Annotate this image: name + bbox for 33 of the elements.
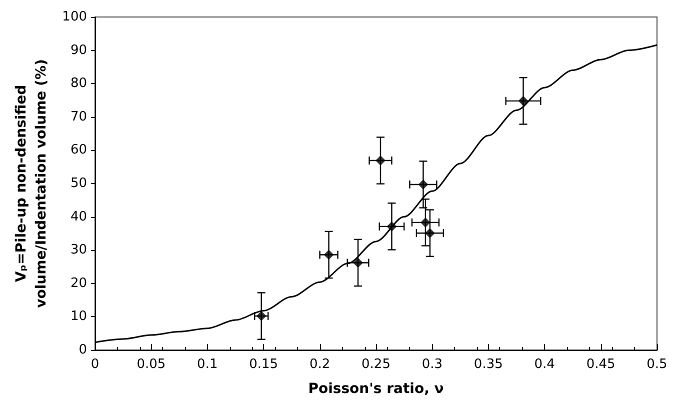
x-tick-label: 0.25: [362, 357, 390, 372]
x-tick-label: 0.15: [249, 357, 278, 372]
x-axis-title: Poisson's ratio, ν: [308, 381, 444, 397]
point: [420, 217, 430, 228]
y-tick-label: 50: [70, 176, 87, 191]
point: [324, 250, 334, 260]
point: [386, 221, 397, 232]
y-tick-label: 90: [70, 42, 87, 58]
point: [256, 311, 266, 322]
x-tick-label: 0.2: [309, 357, 330, 372]
point: [424, 228, 435, 238]
x-tick-label: 0.1: [197, 357, 218, 372]
y-axis-title: Vₚ=Pile-up non-densified volume/Indentation volume (%): [13, 59, 50, 308]
point: [418, 180, 428, 190]
y-tick-label: 40: [70, 209, 87, 224]
x-tick-label: 0.45: [586, 357, 616, 372]
x-tick-label: 0.4: [534, 357, 555, 372]
y-tick-label: 80: [70, 76, 87, 92]
x-tick-label: 0.35: [474, 357, 503, 372]
x-tick-label: 0.5: [646, 357, 668, 372]
x-tick-label: 0: [90, 357, 100, 372]
x-tick-label: 0.3: [422, 357, 443, 372]
point: [518, 96, 528, 106]
point: [375, 156, 386, 166]
x-tick-label: 0.05: [136, 357, 166, 372]
y-tick-label: 70: [70, 109, 87, 124]
y-tick-label: 10: [70, 309, 87, 324]
y-tick-label: 0: [78, 342, 87, 358]
y-tick-label: 100: [62, 10, 87, 24]
y-tick-label: 20: [70, 276, 87, 291]
y-tick-label: 60: [70, 142, 87, 158]
point: [353, 258, 364, 268]
y-tick-label: 30: [70, 242, 87, 258]
